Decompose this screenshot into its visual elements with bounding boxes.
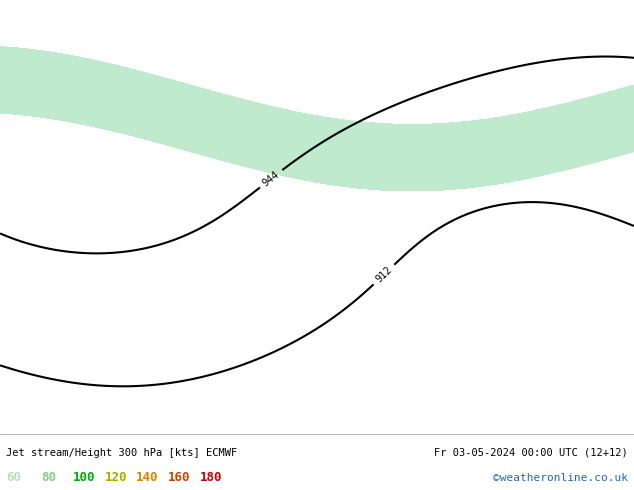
Text: 80: 80 bbox=[41, 471, 56, 484]
Text: 944: 944 bbox=[261, 169, 281, 188]
Text: ©weatheronline.co.uk: ©weatheronline.co.uk bbox=[493, 472, 628, 483]
Text: 140: 140 bbox=[136, 471, 158, 484]
Text: 100: 100 bbox=[73, 471, 95, 484]
Text: 180: 180 bbox=[200, 471, 222, 484]
Text: 120: 120 bbox=[105, 471, 127, 484]
Text: 160: 160 bbox=[168, 471, 190, 484]
Text: 912: 912 bbox=[374, 265, 394, 285]
Text: 60: 60 bbox=[6, 471, 22, 484]
Text: Jet stream/Height 300 hPa [kts] ECMWF: Jet stream/Height 300 hPa [kts] ECMWF bbox=[6, 448, 238, 458]
Text: Fr 03-05-2024 00:00 UTC (12+12): Fr 03-05-2024 00:00 UTC (12+12) bbox=[434, 448, 628, 458]
